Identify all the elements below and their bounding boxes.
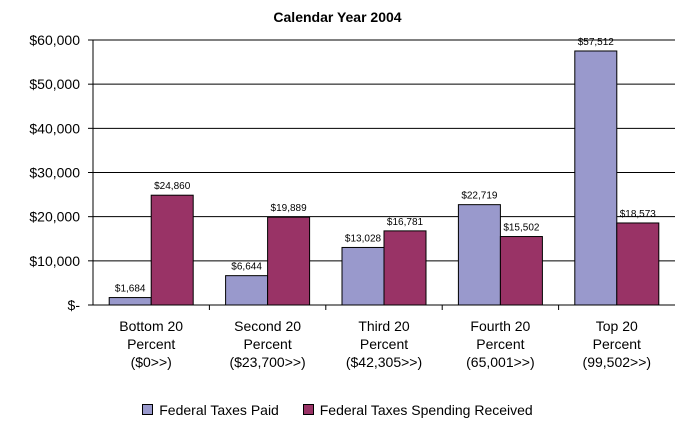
- x-tick-label: Top 20: [596, 318, 638, 334]
- bar: [108, 297, 152, 306]
- bar: [383, 230, 427, 306]
- x-tick-label: ($0>>): [131, 354, 172, 370]
- x-tick-label: Percent: [127, 336, 175, 352]
- chart-title: Calendar Year 2004: [273, 9, 402, 25]
- x-tick-label: Third 20: [358, 318, 410, 334]
- x-tick-label: (65,001>>): [466, 354, 535, 370]
- legend-label-spending-received: Federal Taxes Spending Received: [319, 402, 533, 418]
- x-tick-label: Percent: [243, 336, 291, 352]
- x-tick-label: ($23,700>>): [229, 354, 305, 370]
- bar: [341, 246, 385, 306]
- bar: [267, 216, 311, 306]
- y-tick-label: $10,000: [29, 253, 80, 269]
- x-tick-label: Bottom 20: [119, 318, 183, 334]
- data-label: $24,860: [154, 181, 191, 192]
- legend-swatch-spending-received: [302, 404, 314, 415]
- x-tick-label: Second 20: [234, 318, 301, 334]
- x-tick-label: Fourth 20: [470, 318, 530, 334]
- y-tick-label: $60,000: [29, 32, 80, 48]
- x-tick-label: ($42,305>>): [346, 354, 422, 370]
- x-tick-label: Percent: [593, 336, 641, 352]
- y-tick-label: $40,000: [29, 120, 80, 136]
- chart-legend: Federal Taxes Paid Federal Taxes Spendin…: [0, 402, 675, 418]
- data-label: $1,684: [115, 284, 146, 295]
- bar: [457, 204, 501, 306]
- data-label: $57,512: [578, 37, 615, 48]
- y-tick-label: $-: [68, 297, 81, 313]
- chart-plot: $- $10,000 $20,000 $30,000 $40,000 $50,000 $60…: [29, 32, 675, 370]
- x-tick-label: Percent: [476, 336, 524, 352]
- data-label: $19,889: [271, 203, 308, 214]
- x-tick-label: Percent: [360, 336, 408, 352]
- data-label: $6,644: [231, 262, 262, 273]
- bar: [225, 275, 269, 306]
- data-label: $13,028: [345, 233, 382, 244]
- y-tick-label: $50,000: [29, 76, 80, 92]
- legend-swatch-taxes-paid: [142, 404, 154, 415]
- data-label: $18,573: [620, 209, 657, 220]
- bar: [150, 194, 194, 306]
- bar: [574, 50, 618, 306]
- data-label: $16,781: [387, 217, 424, 228]
- legend-label-taxes-paid: Federal Taxes Paid: [159, 402, 279, 418]
- legend-item-spending-received: Federal Taxes Spending Received: [302, 402, 533, 418]
- data-label: $22,719: [461, 191, 498, 202]
- x-tick-label: (99,502>>): [583, 354, 652, 370]
- legend-item-taxes-paid: Federal Taxes Paid: [142, 402, 279, 418]
- data-label: $15,502: [503, 223, 540, 234]
- y-tick-label: $30,000: [29, 165, 80, 181]
- y-tick-label: $20,000: [29, 209, 80, 225]
- bar: [499, 236, 543, 306]
- bar: [616, 222, 660, 306]
